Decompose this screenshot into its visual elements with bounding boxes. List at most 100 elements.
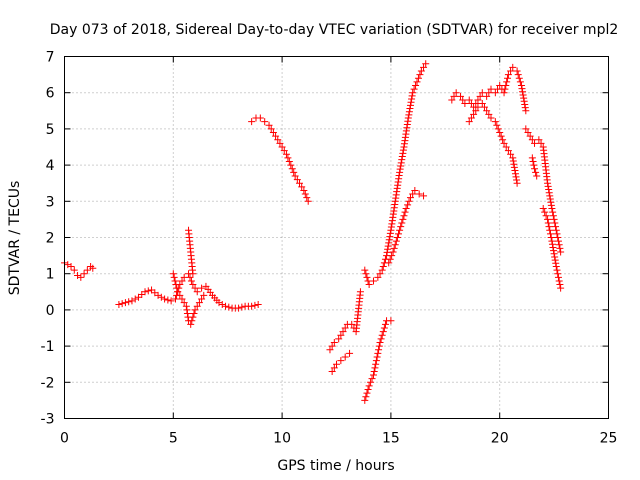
y-tick-label: -2 bbox=[41, 375, 55, 391]
data-point-fill bbox=[472, 107, 480, 115]
data-point-fill bbox=[524, 129, 532, 137]
data-point-fill bbox=[420, 63, 428, 71]
data-point bbox=[496, 81, 504, 89]
data-point bbox=[478, 89, 486, 97]
data-point-fill bbox=[187, 277, 195, 285]
data-point bbox=[187, 320, 195, 328]
data-point-fill bbox=[552, 223, 560, 231]
data-point bbox=[189, 313, 197, 321]
series-arc-8 bbox=[361, 317, 395, 404]
data-point bbox=[387, 317, 395, 325]
data-point-fill bbox=[554, 273, 562, 281]
data-point bbox=[326, 346, 334, 354]
data-point bbox=[274, 136, 282, 144]
data-point-fill bbox=[545, 223, 553, 231]
data-point bbox=[337, 357, 345, 365]
data-point-fill bbox=[398, 156, 406, 164]
data-point-fill bbox=[225, 303, 233, 311]
y-tick-label: -3 bbox=[41, 412, 55, 428]
data-point-fill bbox=[372, 360, 380, 368]
data-point bbox=[531, 165, 539, 173]
data-point-fill bbox=[397, 223, 405, 231]
data-point bbox=[167, 297, 175, 305]
data-point-fill bbox=[384, 245, 392, 253]
data-point bbox=[115, 300, 123, 308]
data-point bbox=[269, 129, 277, 137]
data-point-fill bbox=[547, 234, 555, 241]
data-point-fill bbox=[511, 170, 519, 178]
grid-lines bbox=[64, 56, 609, 419]
data-point bbox=[422, 60, 430, 68]
data-point-fill bbox=[301, 190, 309, 198]
data-point-fill bbox=[408, 95, 416, 103]
data-point-fill bbox=[362, 270, 370, 278]
data-point bbox=[178, 295, 186, 303]
data-point bbox=[522, 107, 530, 115]
data-point bbox=[77, 273, 85, 281]
series-arc-9 bbox=[361, 60, 430, 289]
data-point bbox=[341, 353, 349, 361]
data-point-fill bbox=[516, 78, 524, 86]
data-point-fill bbox=[251, 301, 259, 309]
data-point bbox=[393, 234, 401, 241]
data-point-fill bbox=[364, 386, 372, 394]
data-point bbox=[496, 129, 504, 137]
data-point-fill bbox=[405, 111, 413, 119]
data-point-fill bbox=[528, 136, 536, 144]
data-point-fill bbox=[546, 195, 554, 203]
data-point bbox=[365, 382, 373, 390]
data-point bbox=[491, 118, 499, 126]
data-point bbox=[522, 125, 530, 133]
data-point-fill bbox=[183, 306, 191, 314]
data-point-fill bbox=[397, 162, 405, 170]
data-point bbox=[478, 100, 486, 108]
data-point bbox=[348, 320, 356, 328]
data-point bbox=[517, 81, 525, 89]
data-point bbox=[174, 288, 182, 296]
data-point bbox=[171, 295, 179, 303]
series-arc-10 bbox=[385, 186, 428, 267]
data-point bbox=[215, 299, 223, 307]
y-tick-label: 5 bbox=[46, 122, 55, 138]
data-point-fill bbox=[547, 198, 555, 206]
data-point bbox=[328, 367, 336, 375]
data-point-fill bbox=[396, 226, 404, 234]
data-point bbox=[557, 248, 565, 256]
data-point-fill bbox=[546, 230, 554, 238]
y-tick-label: 1 bbox=[46, 267, 55, 283]
data-point bbox=[369, 371, 377, 379]
data-point-fill bbox=[272, 132, 280, 140]
data-point-fill bbox=[416, 71, 424, 79]
data-point-fill bbox=[371, 364, 379, 372]
data-point-fill bbox=[410, 85, 418, 93]
data-point-fill bbox=[386, 229, 394, 237]
data-point bbox=[189, 281, 197, 289]
data-point-fill bbox=[450, 92, 458, 100]
data-point-fill bbox=[118, 300, 126, 308]
data-point bbox=[261, 118, 269, 126]
x-axis-label: GPS time / hours bbox=[277, 458, 394, 474]
data-point-fill bbox=[381, 320, 389, 328]
data-point-fill bbox=[178, 277, 186, 285]
data-point bbox=[198, 284, 206, 292]
data-point-fill bbox=[412, 81, 420, 89]
data-point-fill bbox=[546, 226, 554, 234]
data-point-fill bbox=[499, 136, 507, 144]
data-point-fill bbox=[511, 167, 519, 175]
data-point-fill bbox=[330, 364, 338, 372]
data-point-fill bbox=[372, 357, 380, 365]
data-point-fill bbox=[494, 125, 502, 133]
data-point-fill bbox=[551, 253, 559, 261]
data-point-fill bbox=[476, 92, 484, 100]
data-point-fill bbox=[493, 121, 501, 129]
data-point bbox=[409, 89, 417, 97]
data-point-fill bbox=[507, 150, 515, 158]
series-arc-13 bbox=[522, 125, 565, 256]
data-point bbox=[248, 302, 256, 310]
data-point-fill bbox=[507, 67, 515, 75]
data-point-fill bbox=[544, 182, 552, 190]
data-point bbox=[461, 100, 469, 108]
data-point bbox=[191, 306, 199, 314]
data-point-fill bbox=[556, 244, 564, 252]
